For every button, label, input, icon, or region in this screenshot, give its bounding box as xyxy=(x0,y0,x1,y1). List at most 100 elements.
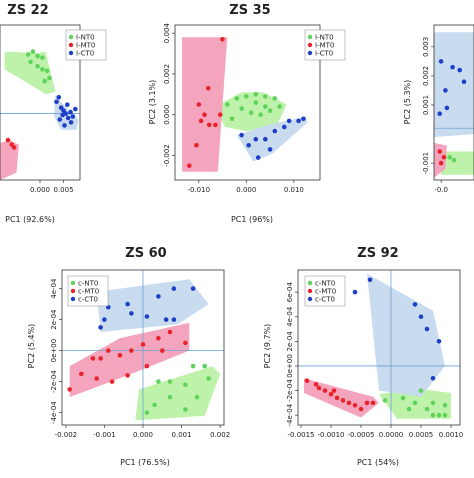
point-c-NT0-11 xyxy=(442,403,448,408)
point-c-MT0-5 xyxy=(328,391,334,397)
point-group-1-1 xyxy=(447,155,453,160)
x-tick-label: -0.0005 xyxy=(347,431,374,439)
x-tick-label: -0.001 xyxy=(93,431,116,439)
point-c-NT0-10 xyxy=(430,400,436,406)
legend-label-I-MT0: I-MT0 xyxy=(76,42,95,50)
plot-frame xyxy=(433,24,474,181)
y-tick-label: 0.004 xyxy=(163,23,171,44)
y-tick-label: -2e-04 xyxy=(286,379,294,402)
point-I-CT0-4 xyxy=(263,136,268,142)
point-c-NT0-5 xyxy=(430,412,436,418)
panel-2: -0.010 0.000 0.010 -0.002 0.000 0.002 0.004 ZS … xyxy=(148,3,346,224)
x-tick-label: 0.0005 xyxy=(409,431,434,439)
x-tick-label: 0.005 xyxy=(54,186,74,194)
point-c-NT0-1 xyxy=(382,398,388,403)
point-c-NT0-3 xyxy=(156,379,161,384)
point-I-NT0-7 xyxy=(277,104,282,109)
point-c-NT0-3 xyxy=(412,400,418,406)
x-tick-label: 0.010 xyxy=(284,186,304,194)
y-tick-label: 0.002 xyxy=(422,66,430,86)
point-c-CT0-1 xyxy=(190,286,196,291)
point-I-CT0-14 xyxy=(68,120,74,125)
panel-title: ZS 60 xyxy=(125,246,166,261)
point-c-MT0-8 xyxy=(167,329,173,335)
point-I-CT0-10 xyxy=(267,147,273,152)
point-I-NT0-14 xyxy=(263,104,268,109)
legend-label-c-CT0: c-CT0 xyxy=(315,296,335,304)
point-c-CT0-10 xyxy=(163,317,169,322)
point-c-MT0-14 xyxy=(125,373,130,378)
point-I-NT0-4 xyxy=(40,55,45,60)
point-I-MT0-3 xyxy=(9,142,15,147)
point-I-MT0-2 xyxy=(206,85,211,91)
legend-label-c-CT0: c-CT0 xyxy=(78,296,98,304)
point-c-MT0-5 xyxy=(129,348,134,353)
point-c-MT0-11 xyxy=(67,387,72,392)
y-tick-label: -4e-04 xyxy=(50,401,58,424)
legend-label-c-MT0: c-MT0 xyxy=(315,288,336,296)
hull-c-NT0 xyxy=(135,366,221,421)
x-tick-label: 0.002 xyxy=(210,431,230,439)
y-tick-label: 4e-04 xyxy=(286,306,294,327)
x-axis-label: PC1 (92.6%) xyxy=(5,215,55,224)
point-group-3-1 xyxy=(438,59,444,64)
legend-label-I-CT0: I-CT0 xyxy=(76,50,94,58)
point-c-CT0-4 xyxy=(418,314,424,320)
point-I-NT0-12 xyxy=(229,116,235,122)
x-tick-label: -0.0010 xyxy=(317,431,344,439)
point-group-2-3 xyxy=(438,160,444,166)
x-axis-label: PC1 (76.5%) xyxy=(120,458,170,467)
point-group-1-2 xyxy=(451,157,457,163)
point-c-CT0-11 xyxy=(171,317,177,322)
hull-c-MT0 xyxy=(69,322,190,398)
point-I-NT0-9 xyxy=(258,112,263,117)
y-axis-label: PC2 (3.1%) xyxy=(148,80,157,125)
x-tick-label: 0.000 xyxy=(30,186,50,194)
point-I-CT0-13 xyxy=(62,123,67,128)
point-I-CT0-8 xyxy=(68,109,73,115)
x-tick-label: -0.0015 xyxy=(287,431,314,439)
plot-frame xyxy=(297,269,461,426)
point-I-CT0-3 xyxy=(253,136,259,142)
point-I-CT0-5 xyxy=(272,128,278,134)
y-tick-label: 2e-04 xyxy=(50,309,58,330)
hull-I-MT0 xyxy=(182,37,228,172)
hull-I-NT0 xyxy=(4,51,56,95)
legend-label-c-NT0: c-NT0 xyxy=(78,280,98,288)
point-I-CT0-11 xyxy=(65,102,70,107)
point-I-NT0-3 xyxy=(244,94,249,99)
point-c-MT0-2 xyxy=(98,356,103,361)
point-I-NT0-10 xyxy=(248,110,254,115)
point-c-CT0-7 xyxy=(430,376,436,381)
point-c-MT0-10 xyxy=(79,371,84,377)
point-I-CT0-1 xyxy=(54,99,59,105)
point-I-MT0-9 xyxy=(213,122,218,128)
legend-marker-I-MT0 xyxy=(68,42,74,48)
y-tick-label: -0.001 xyxy=(422,152,430,175)
y-tick-label: 0.000 xyxy=(163,105,171,125)
point-c-NT0-2 xyxy=(400,395,406,401)
point-I-NT0-3 xyxy=(35,53,40,59)
point-I-CT0-6 xyxy=(63,111,69,116)
legend-marker-c-MT0 xyxy=(307,288,313,294)
point-I-MT0-3 xyxy=(196,102,202,107)
point-c-MT0-10 xyxy=(358,406,364,412)
point-I-NT0-11 xyxy=(239,106,244,111)
point-I-NT0-2 xyxy=(234,96,240,101)
point-c-MT0-16 xyxy=(160,348,165,353)
point-I-CT0-8 xyxy=(296,118,301,124)
point-group-3-7 xyxy=(461,79,467,84)
point-c-NT0-1 xyxy=(190,363,196,369)
hull-group-2 xyxy=(434,142,447,178)
panel-title: ZS 22 xyxy=(7,3,48,18)
point-c-NT0-9 xyxy=(167,394,173,400)
point-c-CT0-5 xyxy=(424,326,430,332)
point-I-CT0-9 xyxy=(301,116,306,122)
point-I-NT0-1 xyxy=(25,52,31,57)
point-c-MT0-4 xyxy=(322,388,328,393)
legend-marker-I-NT0 xyxy=(68,34,74,40)
